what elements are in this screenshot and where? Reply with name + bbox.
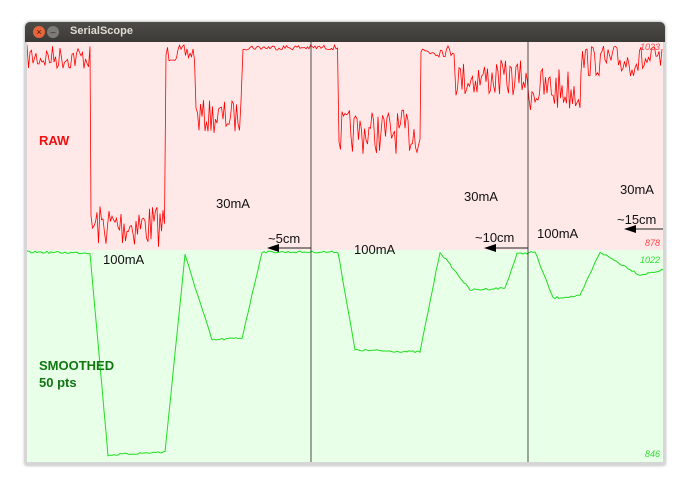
raw-panel: [27, 42, 663, 250]
distance-label: ~10cm: [475, 230, 514, 245]
distance-label: ~5cm: [268, 231, 300, 246]
title-bar[interactable]: × – SerialScope: [25, 22, 665, 42]
current-label: 100mA: [537, 226, 579, 241]
distance-label: ~15cm: [617, 212, 656, 227]
smoothed-min-label: 846: [645, 449, 660, 459]
current-label: 100mA: [354, 242, 396, 257]
smoothed-trace: [26, 250, 664, 457]
raw-max-label: 1023: [640, 42, 660, 52]
minimize-button[interactable]: –: [47, 26, 59, 38]
arrow-15cm: [624, 225, 663, 233]
current-label: 30mA: [216, 196, 250, 211]
arrow-5cm: [267, 244, 311, 252]
raw-trace: [26, 43, 663, 247]
smoothed-panel: [27, 250, 663, 462]
scope-canvas: RAW SMOOTHED 50 pts 1023 878 1022 846 10…: [26, 22, 664, 472]
smoothed-label: SMOOTHED: [39, 358, 114, 373]
raw-min-label: 878: [645, 238, 660, 248]
raw-label: RAW: [39, 133, 70, 148]
smoothed-max-label: 1022: [640, 255, 660, 265]
close-button[interactable]: ×: [33, 26, 45, 38]
arrow-10cm: [484, 244, 528, 252]
window-title: SerialScope: [70, 25, 133, 37]
scope-plot: RAW SMOOTHED 50 pts 1023 878 1022 846 10…: [26, 22, 664, 472]
serialscope-window: × – SerialScope RAW SMOOTHED 50 pts 1023…: [25, 22, 665, 472]
current-label: 30mA: [620, 182, 654, 197]
current-label: 100mA: [103, 252, 145, 267]
current-label: 30mA: [464, 189, 498, 204]
smoothed-points-label: 50 pts: [39, 375, 77, 390]
